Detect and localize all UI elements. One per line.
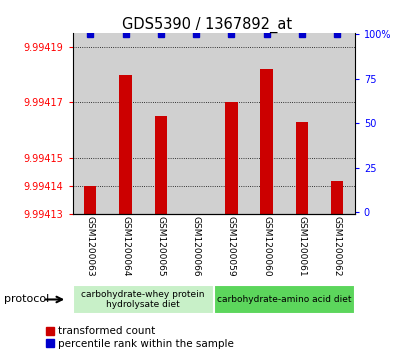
Text: GSM1200061: GSM1200061	[298, 216, 306, 276]
Bar	[155, 117, 167, 214]
Text: GSM1200064: GSM1200064	[121, 216, 130, 276]
Text: GSM1200062: GSM1200062	[333, 216, 342, 276]
Bar	[143, 33, 178, 214]
Bar	[331, 181, 343, 214]
Bar	[320, 33, 355, 214]
Text: GSM1200066: GSM1200066	[192, 216, 200, 276]
Bar	[296, 122, 308, 214]
Bar	[225, 102, 237, 214]
Bar	[120, 74, 132, 214]
Bar	[178, 33, 214, 214]
Text: GSM1200065: GSM1200065	[156, 216, 165, 276]
Bar	[84, 186, 96, 214]
Text: GSM1200060: GSM1200060	[262, 216, 271, 276]
Text: carbohydrate-whey protein
hydrolysate diet: carbohydrate-whey protein hydrolysate di…	[81, 290, 205, 309]
Legend: transformed count, percentile rank within the sample: transformed count, percentile rank withi…	[47, 326, 234, 348]
Bar	[284, 33, 320, 214]
Text: protocol: protocol	[4, 294, 49, 305]
Bar	[73, 33, 108, 214]
Bar	[249, 33, 284, 214]
Bar	[108, 33, 143, 214]
Text: GSM1200063: GSM1200063	[86, 216, 95, 276]
Bar	[214, 285, 355, 314]
Text: GSM1200059: GSM1200059	[227, 216, 236, 276]
Bar	[190, 214, 202, 363]
Bar	[214, 33, 249, 214]
Text: carbohydrate-amino acid diet: carbohydrate-amino acid diet	[217, 295, 352, 304]
Bar	[73, 285, 214, 314]
Bar	[261, 69, 273, 214]
Text: GDS5390 / 1367892_at: GDS5390 / 1367892_at	[122, 16, 293, 33]
